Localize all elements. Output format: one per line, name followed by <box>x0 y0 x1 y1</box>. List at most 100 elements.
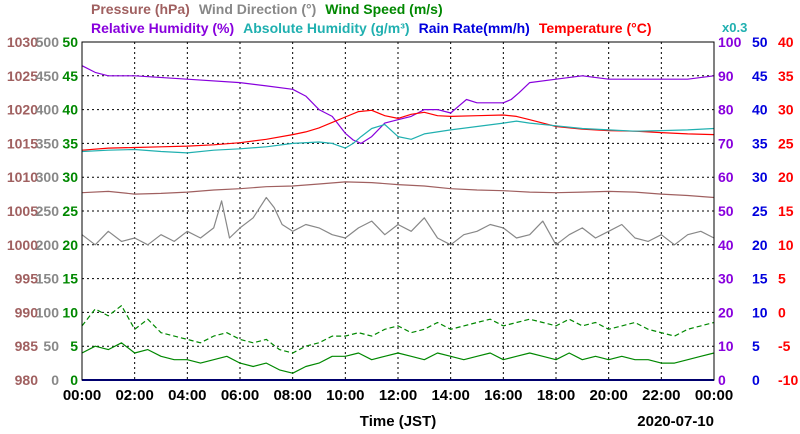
y-tick-label-rain-rate: 15 <box>752 271 768 287</box>
x-tick-label: 18:00 <box>537 387 575 404</box>
y-tick-label-wind-direction: 250 <box>36 203 60 219</box>
series-line-wind-speed-m-s <box>81 305 715 354</box>
y-tick-label-temperature: 15 <box>778 203 794 219</box>
y-tick-label-wind-speed: 10 <box>62 304 78 320</box>
y-tick-label-rain-rate: 25 <box>752 203 768 219</box>
legend-entry: Wind Speed (m/s) <box>325 1 442 17</box>
y-tick-label-humidity: 60 <box>718 169 734 185</box>
y-tick-label-humidity: 10 <box>718 338 734 354</box>
y-tick-label-wind-direction: 0 <box>51 372 59 388</box>
series-line-wind-speed-m-s <box>81 342 715 374</box>
y-tick-label-pressure: 1025 <box>7 68 38 84</box>
y-tick-label-pressure: 990 <box>15 304 39 320</box>
y-tick-label-humidity: 100 <box>718 34 742 50</box>
y-tick-label-pressure: 995 <box>15 271 39 287</box>
x-axis-label: Time (JST) <box>360 413 436 430</box>
x-tick-label: 20:00 <box>589 387 627 404</box>
legend-entry: Wind Direction (°) <box>199 1 316 17</box>
x-tick-label: 10:00 <box>326 387 364 404</box>
legend-entry: Absolute Humidity (g/m³) <box>243 20 409 36</box>
y-tick-label-temperature: 30 <box>778 102 794 118</box>
legend-entry: Rain Rate(mm/h) <box>419 20 530 36</box>
y-tick-label-humidity: 70 <box>718 135 734 151</box>
y-tick-label-temperature: 5 <box>778 271 786 287</box>
y-tick-label-wind-direction: 400 <box>36 102 60 118</box>
y-tick-label-pressure: 1010 <box>7 169 38 185</box>
legend: Pressure (hPa) Wind Direction (°) Wind Spe… <box>91 1 747 36</box>
x-tick-label: 14:00 <box>431 387 469 404</box>
y-tick-label-humidity: 90 <box>718 68 734 84</box>
y-tick-label-rain-rate: 50 <box>752 34 768 50</box>
legend-note: x0.3 <box>722 20 747 35</box>
y-tick-label-wind-direction: 200 <box>36 237 60 253</box>
y-tick-label-wind-speed: 35 <box>62 135 78 151</box>
x-tick-label: 04:00 <box>168 387 206 404</box>
y-tick-label-pressure: 985 <box>15 338 39 354</box>
y-tick-label-wind-direction: 350 <box>36 135 60 151</box>
y-tick-label-wind-direction: 50 <box>43 338 59 354</box>
x-tick-label: 12:00 <box>379 387 417 404</box>
legend-entry: Temperature (°C) <box>539 20 652 36</box>
y-tick-label-wind-speed: 30 <box>62 169 78 185</box>
x-tick-label: 22:00 <box>642 387 680 404</box>
y-tick-label-temperature: 40 <box>778 34 794 50</box>
y-tick-label-rain-rate: 35 <box>752 135 768 151</box>
y-tick-label-wind-speed: 50 <box>62 34 78 50</box>
y-tick-label-rain-rate: 20 <box>752 237 768 253</box>
series-line-relative-humidity <box>81 65 715 144</box>
x-tick-label: 16:00 <box>484 387 522 404</box>
y-tick-label-wind-direction: 100 <box>36 304 60 320</box>
y-tick-label-wind-speed: 15 <box>62 271 78 287</box>
y-tick-label-humidity: 50 <box>718 203 734 219</box>
y-tick-label-temperature: 0 <box>778 304 786 320</box>
y-tick-label-wind-speed: 20 <box>62 237 78 253</box>
y-tick-label-temperature: 10 <box>778 237 794 253</box>
legend-entry: Pressure (hPa) <box>91 1 190 17</box>
svg-text:Pressure (hPa)Wind Direction (: Pressure (hPa) Wind Direction (°) Wind Spe… <box>91 1 443 17</box>
x-tick-label: 00:00 <box>695 387 733 404</box>
legend-entry: Relative Humidity (%) <box>91 20 234 36</box>
x-tick-label: 08:00 <box>273 387 311 404</box>
y-tick-label-rain-rate: 5 <box>752 338 760 354</box>
series-line-wind-direction <box>81 196 715 246</box>
y-tick-label-wind-speed: 0 <box>70 372 78 388</box>
y-tick-label-temperature: 25 <box>778 135 794 151</box>
y-tick-label-pressure: 980 <box>15 372 39 388</box>
y-tick-label-rain-rate: 30 <box>752 169 768 185</box>
y-tick-label-humidity: 20 <box>718 304 734 320</box>
series-line-pressure-hpa <box>81 181 715 199</box>
y-tick-label-pressure: 1000 <box>7 237 38 253</box>
y-tick-label-temperature: -10 <box>778 372 798 388</box>
y-tick-label-rain-rate: 0 <box>752 372 760 388</box>
y-tick-label-wind-speed: 5 <box>70 338 78 354</box>
y-tick-label-humidity: 0 <box>718 372 726 388</box>
plot-frame <box>81 41 715 381</box>
y-tick-label-pressure: 1005 <box>7 203 38 219</box>
y-tick-label-wind-direction: 150 <box>36 271 60 287</box>
axes: 1030102510201015101010051000995990985980… <box>7 34 799 404</box>
y-tick-label-humidity: 80 <box>718 102 734 118</box>
svg-text:Relative Humidity (%)Absolute: Relative Humidity (%) Absolute Humidity (… <box>91 20 652 36</box>
grid <box>82 42 714 380</box>
y-tick-label-pressure: 1015 <box>7 135 38 151</box>
y-tick-label-wind-speed: 45 <box>62 68 78 84</box>
date-label: 2020-07-10 <box>637 413 714 430</box>
y-tick-label-temperature: 20 <box>778 169 794 185</box>
y-tick-label-temperature: -5 <box>778 338 791 354</box>
y-tick-label-wind-direction: 500 <box>36 34 60 50</box>
y-tick-label-wind-speed: 25 <box>62 203 78 219</box>
y-tick-label-rain-rate: 40 <box>752 102 768 118</box>
y-tick-label-temperature: 35 <box>778 68 794 84</box>
x-tick-label: 00:00 <box>63 387 101 404</box>
y-tick-label-wind-direction: 300 <box>36 169 60 185</box>
series-line-absolute-humidity-g-m <box>81 120 715 154</box>
y-tick-label-pressure: 1030 <box>7 34 38 50</box>
y-tick-label-rain-rate: 45 <box>752 68 768 84</box>
y-tick-label-wind-speed: 40 <box>62 102 78 118</box>
y-tick-label-humidity: 30 <box>718 271 734 287</box>
y-tick-label-humidity: 40 <box>718 237 734 253</box>
series-line-temperature-c <box>81 109 715 151</box>
y-tick-label-wind-direction: 450 <box>36 68 60 84</box>
y-tick-label-pressure: 1020 <box>7 102 38 118</box>
